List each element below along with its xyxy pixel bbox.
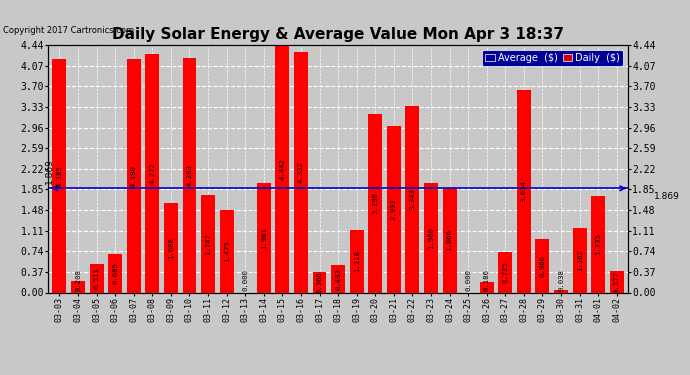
Bar	[257, 183, 270, 292]
Bar	[554, 290, 568, 292]
Bar	[442, 189, 457, 292]
Bar	[219, 210, 234, 292]
Text: 0.685: 0.685	[112, 262, 118, 284]
Bar	[610, 272, 624, 292]
Text: 1.866: 1.866	[446, 230, 453, 251]
Text: 3.634: 3.634	[521, 180, 527, 202]
Text: 0.000: 0.000	[242, 270, 248, 291]
Text: 0.000: 0.000	[465, 270, 471, 291]
Text: 4.442: 4.442	[279, 158, 286, 180]
Text: 1.475: 1.475	[224, 240, 230, 262]
Bar	[71, 281, 85, 292]
Bar	[573, 228, 586, 292]
Text: 0.208: 0.208	[75, 270, 81, 291]
Bar	[275, 45, 289, 292]
Bar	[368, 114, 382, 292]
Text: 1.869: 1.869	[45, 158, 54, 184]
Text: 4.185: 4.185	[57, 165, 63, 187]
Text: 1.747: 1.747	[205, 233, 211, 255]
Bar	[90, 264, 104, 292]
Text: 3.198: 3.198	[372, 192, 378, 214]
Bar	[313, 272, 326, 292]
Bar	[294, 52, 308, 292]
Text: 4.190: 4.190	[130, 165, 137, 187]
Text: 4.203: 4.203	[186, 164, 193, 186]
Title: Daily Solar Energy & Average Value Mon Apr 3 18:37: Daily Solar Energy & Average Value Mon A…	[112, 27, 564, 42]
Text: 0.725: 0.725	[502, 261, 509, 283]
Legend: Average  ($), Daily  ($): Average ($), Daily ($)	[482, 50, 623, 66]
Bar	[480, 282, 493, 292]
Bar	[387, 126, 401, 292]
Text: 0.377: 0.377	[613, 271, 620, 293]
Text: 0.493: 0.493	[335, 268, 341, 290]
Text: Copyright 2017 Cartronics.com: Copyright 2017 Cartronics.com	[3, 26, 135, 35]
Bar	[183, 58, 197, 292]
Text: 4.272: 4.272	[149, 162, 155, 184]
Bar	[108, 254, 122, 292]
Bar	[331, 265, 345, 292]
Text: 4.322: 4.322	[298, 161, 304, 183]
Text: 1.608: 1.608	[168, 237, 174, 259]
Text: 0.966: 0.966	[540, 255, 546, 276]
Text: 0.038: 0.038	[558, 270, 564, 291]
Bar	[127, 59, 141, 292]
Text: 1.869: 1.869	[654, 192, 680, 201]
Bar	[424, 183, 438, 292]
Text: 0.511: 0.511	[94, 267, 99, 289]
Text: 2.992: 2.992	[391, 198, 397, 220]
Text: 1.162: 1.162	[577, 249, 582, 271]
Bar	[498, 252, 512, 292]
Bar	[406, 106, 420, 292]
Text: 1.118: 1.118	[354, 251, 359, 272]
Bar	[164, 203, 178, 292]
Text: 0.366: 0.366	[317, 272, 322, 293]
Text: 0.186: 0.186	[484, 270, 490, 291]
Bar	[52, 59, 66, 292]
Bar	[201, 195, 215, 292]
Bar	[517, 90, 531, 292]
Text: 3.343: 3.343	[409, 188, 415, 210]
Text: 1.735: 1.735	[595, 233, 601, 255]
Bar	[535, 238, 549, 292]
Text: 1.960: 1.960	[428, 227, 434, 249]
Bar	[350, 230, 364, 292]
Bar	[146, 54, 159, 292]
Text: 1.961: 1.961	[261, 227, 267, 249]
Bar	[591, 196, 605, 292]
